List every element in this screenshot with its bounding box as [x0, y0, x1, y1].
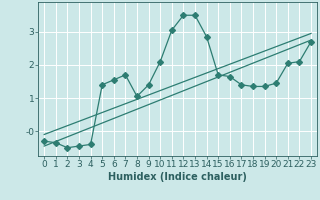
- X-axis label: Humidex (Indice chaleur): Humidex (Indice chaleur): [108, 172, 247, 182]
